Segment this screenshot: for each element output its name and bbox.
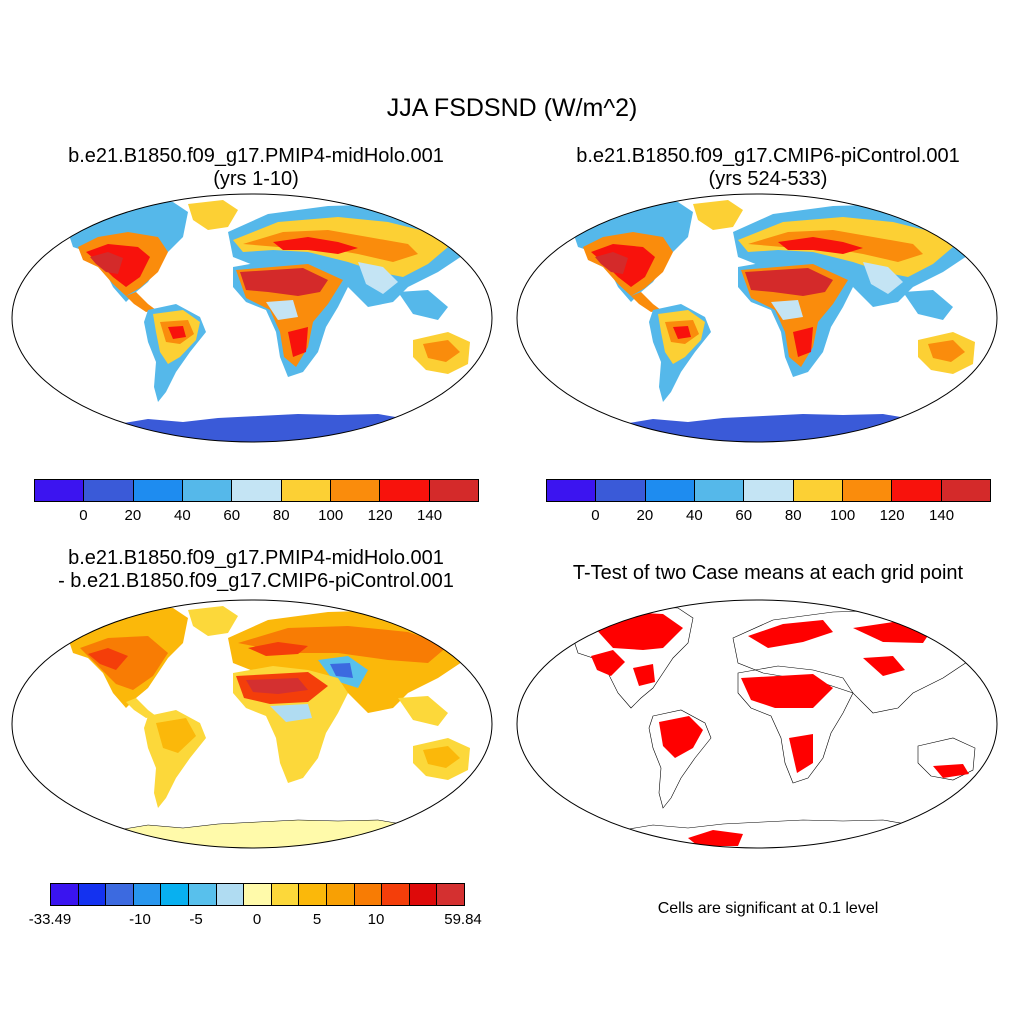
colorbar-swatch — [547, 480, 597, 501]
colorbar-swatch — [161, 884, 189, 905]
tick-label: 80 — [272, 507, 290, 524]
panel-title-top-right: b.e21.B1850.f09_g17.CMIP6-piControl.001 … — [512, 145, 1024, 191]
colorbar-swatch — [326, 884, 355, 905]
tick-label: 0 — [591, 507, 600, 524]
tick-label: -5 — [189, 911, 203, 928]
colorbar-swatch — [409, 884, 438, 905]
colorbar-top-right — [546, 479, 991, 502]
panel-title-line2: - b.e21.B1850.f09_g17.CMIP6-piControl.00… — [58, 570, 454, 592]
tick-label: 140 — [929, 507, 955, 524]
map-panel-ttest — [516, 599, 998, 849]
significance-note: Cells are significant at 0.1 level — [657, 900, 879, 917]
panel-title-line2: (yrs 524-533) — [708, 168, 828, 190]
colorbar-swatch — [299, 884, 327, 905]
tick-label: 120 — [367, 507, 393, 524]
colorbar-difference-ticks: -33.49 -10 -5 0 5 10 59.84 — [0, 911, 1024, 931]
tick-label: 0 — [79, 507, 88, 524]
tick-label: 60 — [735, 507, 753, 524]
tick-label: -10 — [129, 911, 151, 928]
colorbar-swatch — [244, 884, 272, 905]
tick-label: 100 — [318, 507, 344, 524]
colorbar-top-left — [34, 479, 479, 502]
colorbar-swatch — [232, 480, 282, 501]
map-panel-picontrol — [516, 193, 998, 443]
colorbar-swatch — [842, 480, 893, 501]
tick-label: 59.84 — [444, 911, 482, 928]
colorbar-swatch — [216, 884, 245, 905]
colorbar-top-right-ticks: 0 20 40 60 80 100 120 140 — [0, 507, 1024, 527]
panel-title-line1: T-Test of two Case means at each grid po… — [572, 562, 964, 584]
colorbar-swatch — [354, 884, 383, 905]
colorbar-difference — [50, 883, 465, 906]
colorbar-top-left-ticks: 0 20 40 60 80 100 120 140 — [0, 507, 1024, 527]
tick-label: 20 — [124, 507, 142, 524]
colorbar-swatch — [645, 480, 695, 501]
map-panel-difference — [11, 599, 493, 849]
colorbar-swatch — [271, 884, 300, 905]
panel-title-bottom-right: T-Test of two Case means at each grid po… — [512, 562, 1024, 585]
panel-title-line2: (yrs 1-10) — [213, 168, 299, 190]
colorbar-swatch — [188, 884, 217, 905]
colorbar-swatch — [596, 480, 646, 501]
colorbar-swatch — [437, 884, 464, 905]
colorbar-swatch — [941, 480, 990, 501]
tick-label: 120 — [879, 507, 905, 524]
colorbar-swatch — [182, 480, 233, 501]
colorbar-swatch — [744, 480, 794, 501]
colorbar-swatch — [133, 884, 162, 905]
tick-label: 40 — [685, 507, 703, 524]
panel-title-top-left: b.e21.B1850.f09_g17.PMIP4-midHolo.001 (y… — [0, 145, 512, 191]
colorbar-swatch — [330, 480, 381, 501]
colorbar-swatch — [35, 480, 85, 501]
panel-title-line1: b.e21.B1850.f09_g17.CMIP6-piControl.001 — [576, 145, 960, 167]
tick-label: 40 — [173, 507, 191, 524]
colorbar-swatch — [793, 480, 843, 501]
tick-label: 5 — [312, 911, 322, 928]
panel-title-line1: b.e21.B1850.f09_g17.PMIP4-midHolo.001 — [68, 547, 444, 569]
panel-title-line1: b.e21.B1850.f09_g17.PMIP4-midHolo.001 — [68, 145, 444, 167]
tick-label: 20 — [636, 507, 654, 524]
panel-title-bottom-left: b.e21.B1850.f09_g17.PMIP4-midHolo.001 - … — [0, 547, 512, 593]
colorbar-swatch — [51, 884, 79, 905]
colorbar-swatch — [694, 480, 745, 501]
colorbar-swatch — [281, 480, 331, 501]
tick-label: 100 — [830, 507, 856, 524]
tick-label: 10 — [367, 911, 385, 928]
colorbar-swatch — [382, 884, 410, 905]
colorbar-swatch — [78, 884, 107, 905]
map-panel-midholo — [11, 193, 493, 443]
tick-label: -33.49 — [28, 911, 72, 928]
tick-label: 80 — [784, 507, 802, 524]
figure-title: JJA FSDSND (W/m^2) — [386, 94, 638, 122]
colorbar-swatch — [380, 480, 430, 501]
tick-label: 140 — [417, 507, 443, 524]
colorbar-swatch — [84, 480, 134, 501]
tick-label: 60 — [223, 507, 241, 524]
colorbar-swatch — [429, 480, 478, 501]
colorbar-swatch — [106, 884, 134, 905]
colorbar-swatch — [892, 480, 942, 501]
colorbar-swatch — [133, 480, 183, 501]
tick-label: 0 — [252, 911, 262, 928]
